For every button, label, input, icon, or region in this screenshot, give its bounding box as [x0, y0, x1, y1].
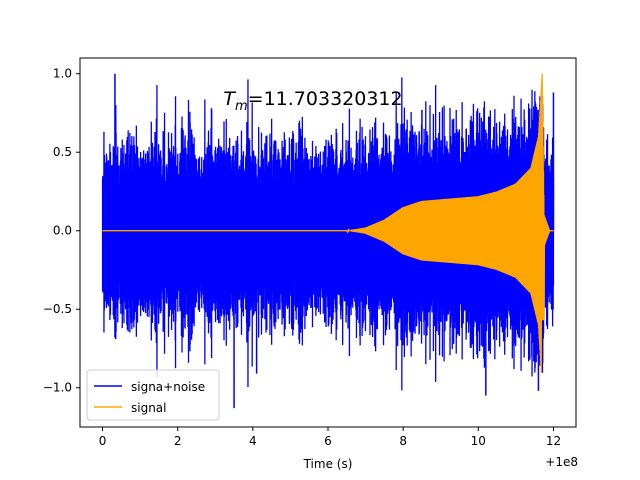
x-tick-label-6: 12 — [546, 434, 561, 448]
legend: signa+noise signal — [86, 369, 220, 421]
x-tick-label-4: 8 — [399, 434, 407, 448]
chart-title: Tm=11.703320312 — [223, 88, 402, 114]
y-tick-label-0: −1.0 — [43, 381, 72, 395]
y-tick-label-1: −0.5 — [43, 302, 72, 316]
y-tick-label-2: 0.0 — [53, 224, 72, 238]
legend-label-signal: signal — [131, 401, 167, 415]
plot-area — [101, 73, 555, 409]
x-axis-offset-label: +1e8 — [545, 455, 578, 469]
x-axis-label: Time (s) — [303, 457, 353, 471]
axis-ticks: 0 2 4 6 8 10 12 −1.0 −0.5 0.0 0.5 1.0 — [43, 67, 561, 448]
series-signal-line — [102, 73, 554, 372]
y-tick-label-4: 1.0 — [53, 67, 72, 81]
y-tick-label-3: 0.5 — [53, 145, 72, 159]
title-rest: =11.703320312 — [248, 88, 403, 110]
title-subscript: m — [235, 99, 248, 114]
x-tick-label-3: 6 — [324, 434, 332, 448]
x-tick-label-1: 2 — [174, 434, 182, 448]
legend-label-signal-noise: signa+noise — [131, 380, 205, 394]
title-base: T — [223, 88, 236, 110]
x-tick-label-2: 4 — [249, 434, 257, 448]
plot-series-group — [101, 73, 555, 409]
x-tick-label-5: 10 — [471, 434, 486, 448]
x-tick-label-0: 0 — [99, 434, 107, 448]
